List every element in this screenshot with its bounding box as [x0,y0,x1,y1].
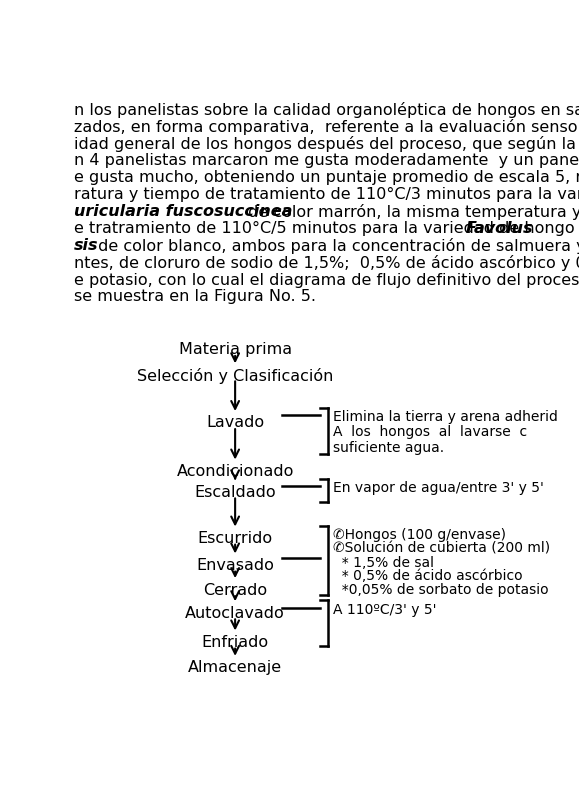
Text: Favolus: Favolus [466,221,533,236]
Text: Acondicionado: Acondicionado [177,464,294,479]
Text: ntes, de cloruro de sodio de 1,5%;  0,5% de ácido ascórbico y 0,05% de: ntes, de cloruro de sodio de 1,5%; 0,5% … [74,255,579,271]
Text: Autoclavado: Autoclavado [185,606,285,621]
Text: ✆Solución de cubierta (200 ml): ✆Solución de cubierta (200 ml) [333,542,550,556]
Text: suficiente agua.: suficiente agua. [333,441,444,455]
Text: Lavado: Lavado [206,415,264,431]
Text: e tratramiento de 110°C/5 minutos para la variedad de hongo: e tratramiento de 110°C/5 minutos para l… [74,221,579,236]
Text: Materia prima: Materia prima [178,342,292,357]
Text: * 0,5% de ácido ascórbico: * 0,5% de ácido ascórbico [333,570,522,583]
Text: Almacenaje: Almacenaje [188,660,282,675]
Text: Escurrido: Escurrido [197,531,273,546]
Text: * 1,5% de sal: * 1,5% de sal [333,555,434,570]
Text: *0,05% de sorbato de potasio: *0,05% de sorbato de potasio [333,583,548,598]
Text: sis: sis [74,238,98,252]
Text: n los panelistas sobre la calidad organoléptica de hongos en salmuera: n los panelistas sobre la calidad organo… [74,102,579,118]
Text: uricularia fuscosuccinea: uricularia fuscosuccinea [74,204,292,219]
Text: Envasado: Envasado [196,558,274,573]
Text: e gusta mucho, obteniendo un puntaje promedio de escala 5, respecto a: e gusta mucho, obteniendo un puntaje pro… [74,170,579,185]
Text: Escaldado: Escaldado [195,485,276,499]
Text: se muestra en la Figura No. 5.: se muestra en la Figura No. 5. [74,288,316,304]
Text: A  los  hongos  al  lavarse  c: A los hongos al lavarse c [333,425,527,439]
Text: ratura y tiempo de tratamiento de 110°C/3 minutos para la variedad de: ratura y tiempo de tratamiento de 110°C/… [74,187,579,202]
Text: Selección y Clasificación: Selección y Clasificación [137,368,334,384]
Text: e potasio, con lo cual el diagrama de flujo definitivo del proceso quedó: e potasio, con lo cual el diagrama de fl… [74,272,579,288]
Text: Enfriado: Enfriado [201,635,269,650]
Text: En vapor de agua/entre 3' y 5': En vapor de agua/entre 3' y 5' [333,481,544,495]
Text: de color marrón, la misma temperatura y: de color marrón, la misma temperatura y [243,204,579,220]
Text: de color blanco, ambos para la concentración de salmuera y de: de color blanco, ambos para la concentra… [93,238,579,254]
Text: zados, en forma comparativa,  referente a la evaluación sensorial de: zados, en forma comparativa, referente a… [74,119,579,135]
Text: Cerrado: Cerrado [203,582,267,598]
Text: ✆Hongos (100 g/envase): ✆Hongos (100 g/envase) [333,528,506,542]
Text: Elimina la tierra y arena adherid: Elimina la tierra y arena adherid [333,410,558,424]
Text: n 4 panelistas marcaron me gusta moderadamente  y un panelista: n 4 panelistas marcaron me gusta moderad… [74,153,579,168]
Text: A 110ºC/3' y 5': A 110ºC/3' y 5' [333,602,436,617]
Text: idad general de los hongos después del proceso, que según la escala de: idad general de los hongos después del p… [74,136,579,152]
